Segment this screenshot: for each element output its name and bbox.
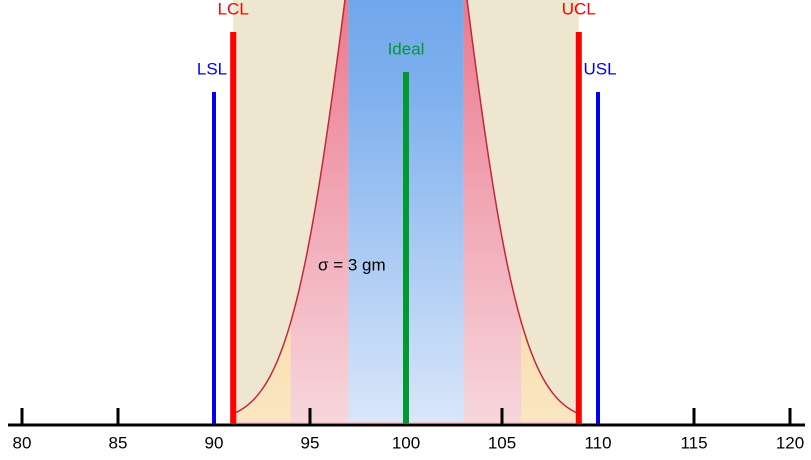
x-tick-label: 95	[301, 433, 320, 452]
x-tick-label: 115	[680, 433, 707, 452]
limit-label: LSL	[197, 59, 227, 78]
x-tick-label: 120	[776, 433, 804, 452]
annotation: σ = 3 gm	[318, 255, 386, 274]
limit-label: UCL	[562, 0, 596, 18]
bell-curve	[232, 0, 578, 415]
limit-label: USL	[583, 59, 616, 78]
limit-label: LCL	[218, 0, 249, 18]
x-tick-label: 105	[488, 433, 516, 452]
x-tick-label: 80	[13, 433, 32, 452]
limit-label: Ideal	[388, 39, 425, 58]
x-tick-label: 100	[392, 433, 420, 452]
x-tick-label: 90	[205, 433, 224, 452]
x-tick-label: 110	[584, 433, 611, 452]
x-tick-label: 85	[109, 433, 128, 452]
